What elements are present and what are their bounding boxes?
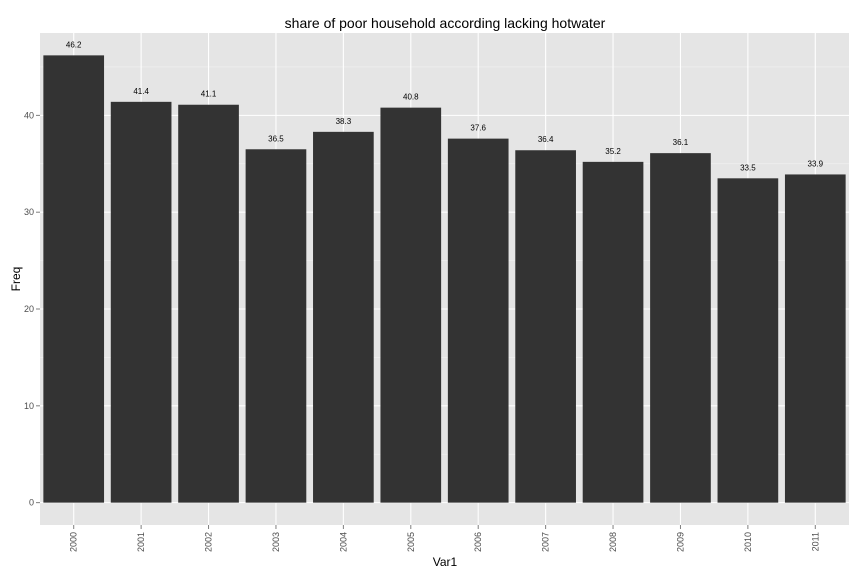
chart-title: share of poor household according lackin…: [285, 15, 606, 31]
bar-value-label: 38.3: [336, 117, 352, 126]
x-tick-label: 2008: [608, 532, 618, 552]
bar: [178, 104, 239, 503]
y-tick-label: 30: [24, 207, 34, 217]
x-tick-label: 2003: [271, 532, 281, 552]
bar-value-label: 36.5: [268, 134, 284, 143]
bar-value-label: 36.4: [538, 135, 554, 144]
bar-value-label: 33.9: [808, 159, 824, 168]
bar-value-label: 40.8: [403, 93, 419, 102]
bar: [717, 178, 779, 503]
bar: [380, 107, 442, 503]
bar-value-label: 33.5: [740, 163, 756, 172]
bar-value-label: 37.6: [470, 124, 486, 133]
bar-value-label: 41.4: [133, 87, 149, 96]
bar-value-label: 35.2: [605, 147, 621, 156]
x-tick-label: 2005: [406, 532, 416, 552]
bar: [582, 161, 644, 503]
x-tick-label: 2006: [473, 532, 483, 552]
x-tick-label: 2001: [136, 532, 146, 552]
bar: [650, 153, 711, 503]
y-tick-label: 0: [29, 498, 34, 508]
x-tick-label: 2011: [810, 532, 820, 551]
bar: [110, 101, 172, 503]
bar: [515, 150, 576, 503]
bars: [43, 55, 846, 503]
y-tick-label: 40: [24, 110, 34, 120]
y-tick-label: 20: [24, 304, 34, 314]
y-tick-label: 10: [24, 401, 34, 411]
x-tick-label: 2009: [675, 532, 685, 552]
bar: [313, 131, 374, 503]
x-tick-label: 2000: [69, 532, 79, 552]
bar: [245, 149, 307, 503]
x-tick-label: 2010: [743, 532, 753, 552]
bar: [43, 55, 105, 503]
y-axis: 0 10 20 30 40: [24, 110, 40, 508]
x-axis-title: Var1: [433, 555, 458, 569]
bar-value-label: 36.1: [673, 138, 689, 147]
bar-value-label: 46.2: [66, 40, 82, 49]
x-tick-label: 2002: [204, 532, 214, 552]
bar-value-labels: 46.2 41.4 41.1 36.5 38.3 40.8 37.6 36.4 35.2 36.1…: [66, 40, 824, 172]
bar-value-label: 41.1: [201, 90, 217, 99]
bar: [784, 174, 846, 503]
y-axis-title: Freq: [9, 267, 23, 292]
x-axis: 2000 2001 2002 2003 2004 2005 2006 2007 2008 2009…: [69, 525, 820, 552]
x-tick-label: 2004: [338, 532, 348, 552]
x-tick-label: 2007: [541, 532, 551, 552]
bar: [447, 138, 509, 503]
